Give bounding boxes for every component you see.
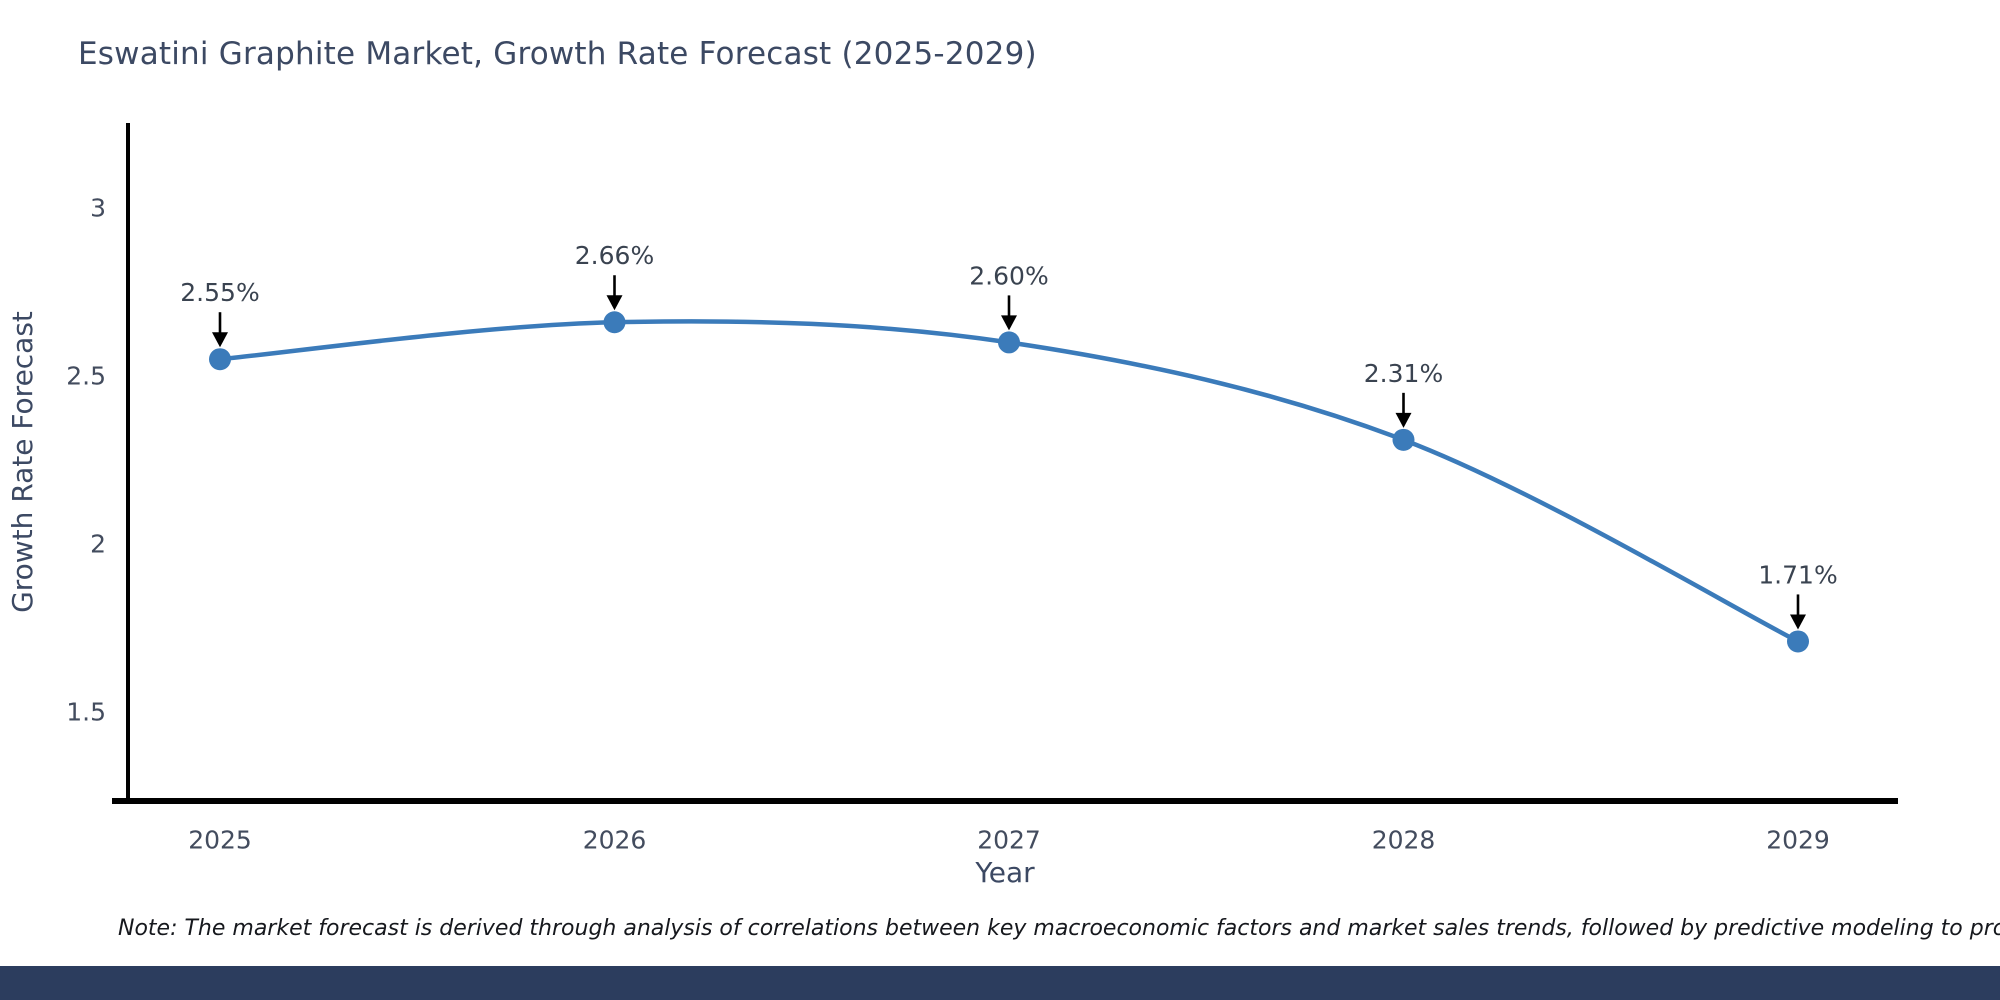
y-axis-title: Growth Rate Forecast — [6, 311, 39, 613]
data-point-marker — [1787, 630, 1809, 653]
footnote: Note: The market forecast is derived thr… — [118, 916, 2000, 941]
annotation-arrow-head — [1395, 412, 1412, 428]
x-tick-label: 2027 — [977, 826, 1041, 855]
forecast-line — [219, 319, 1800, 644]
y-axis-spine — [126, 123, 130, 803]
data-point-label: 2.60% — [969, 261, 1048, 290]
x-tick-label: 2026 — [583, 826, 647, 855]
data-point-label: 2.66% — [575, 241, 654, 270]
data-point-marker — [998, 331, 1020, 354]
y-tick-label: 2 — [90, 530, 106, 559]
annotation-arrow-head — [212, 332, 228, 348]
data-point-label: 2.31% — [1364, 359, 1443, 388]
data-point-marker — [1392, 428, 1415, 451]
y-tick-label: 3 — [90, 194, 106, 223]
data-point-label: 1.71% — [1758, 560, 1837, 589]
data-point-label: 2.55% — [180, 278, 259, 307]
annotation-arrow-head — [1790, 614, 1806, 630]
y-tick-label: 2.5 — [66, 362, 106, 391]
annotation-arrow-head — [606, 295, 623, 311]
data-point-marker — [209, 348, 231, 371]
x-axis-spine — [112, 798, 1898, 804]
chart-title: Eswatini Graphite Market, Growth Rate Fo… — [78, 36, 1037, 72]
x-tick-label: 2029 — [1766, 826, 1830, 855]
footer-bar — [0, 966, 2000, 1000]
y-tick-label: 1.5 — [66, 698, 106, 727]
x-axis-title: Year — [974, 856, 1035, 889]
data-point-marker — [603, 311, 626, 334]
annotation-arrow-head — [1001, 315, 1017, 331]
x-tick-label: 2025 — [188, 826, 252, 855]
x-tick-label: 2028 — [1372, 826, 1436, 855]
